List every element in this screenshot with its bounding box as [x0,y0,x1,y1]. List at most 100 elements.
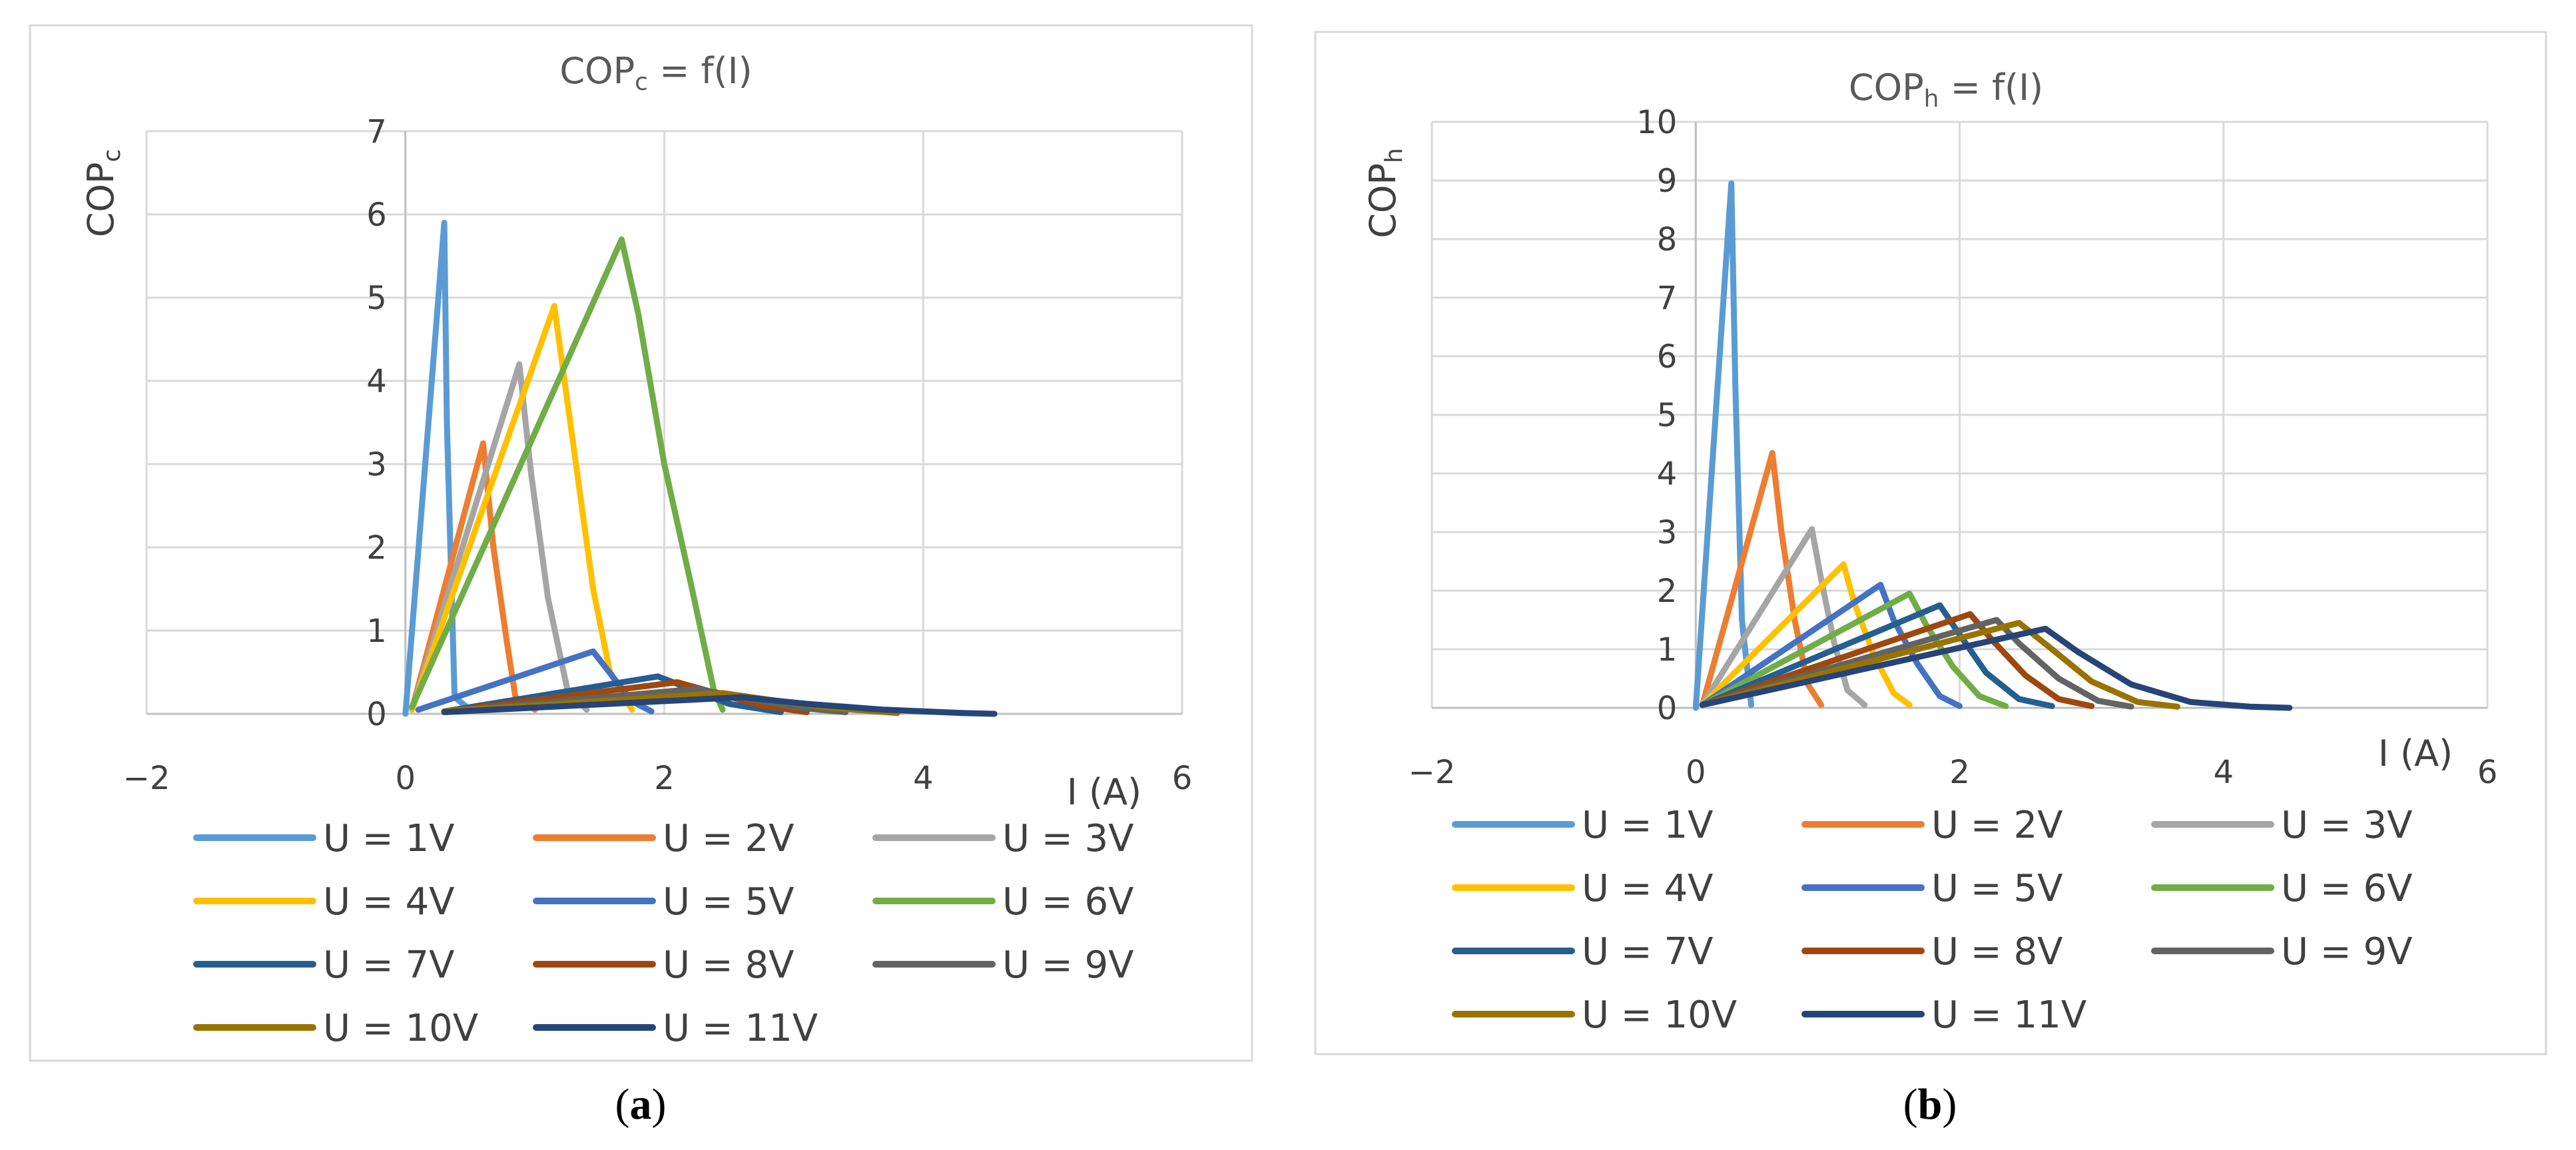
chart-b-legend-item-4: U = 4V [1452,867,1713,910]
chart-a-ytick-7: 7 [366,113,387,150]
chart-a-ylabel-sub: c [99,149,126,162]
chart-b-legend-item-9: U = 9V [2151,930,2412,974]
chart-b-y-tick-labels: 0 1 2 3 4 5 6 7 8 9 10 [1636,104,1677,727]
chart-a-y-tick-labels: 0 1 2 3 4 5 6 7 [366,113,387,733]
chart-b-legend-item-6: U = 6V [2151,867,2412,910]
chart-a-ytick-4: 4 [366,363,387,400]
chart-a-ytick-3: 3 [366,446,387,483]
chart-b-ylabel-main: COP [1362,163,1404,238]
chart-b-legend-label-5: U = 5V [1931,867,2063,910]
chart-a-frame [29,24,1253,1062]
chart-b-ytick-4: 4 [1657,455,1678,493]
chart-a-legend-item-2: U = 2V [533,817,794,860]
chart-a-legend-item-9: U = 9V [872,944,1133,987]
chart-b-title: COPh = f(I) [1849,67,2043,113]
chart-a-legend-label-1: U = 1V [323,817,454,860]
chart-a-legend-item-5: U = 5V [533,880,794,924]
chart-b-legend-label-10: U = 10V [1582,994,1737,1037]
chart-a-ylabel-main: COP [80,162,122,238]
chart-b-panel-letter: b [1918,1080,1943,1129]
chart-b-legend-label-6: U = 6V [2281,867,2412,910]
chart-a-legend-label-3: U = 3V [1002,817,1133,860]
chart-b-legend-item-11: U = 11V [1801,994,2087,1037]
chart-a-legend-label-11: U = 11V [663,1007,818,1050]
chart-a-legend-item-3: U = 3V [872,817,1133,860]
chart-b-x-tick-labels: −2 0 2 4 6 [1409,754,2498,791]
chart-b-legend-label-2: U = 2V [1931,804,2063,847]
chart-a-legend-item-8: U = 8V [533,944,794,987]
chart-b-panel-label: (b) [1903,1080,1957,1129]
chart-b-ylabel: COPh [1362,148,1408,238]
chart-a-legend-item-11: U = 11V [533,1007,818,1050]
chart-b-title-main: COP [1849,67,1924,109]
chart-a-title-tail: = f(I) [648,50,753,92]
chart-a-series-11-line [441,694,998,717]
chart-b-ytick-1: 1 [1657,631,1678,669]
chart-b-legend-label-11: U = 11V [1931,994,2087,1037]
chart-a-xtick-0: −2 [123,760,170,797]
chart-b-legend-label-3: U = 3V [2281,804,2412,847]
chart-b-xtick-4: 6 [2477,754,2498,791]
chart-a-title-sub: c [635,69,648,96]
chart-a-title-main: COP [559,50,635,92]
chart-a-legend-label-2: U = 2V [663,817,794,860]
chart-b-legend-label-7: U = 7V [1582,930,1713,974]
chart-b-series-1-line [1692,180,1754,711]
chart-a-legend-item-1: U = 1V [193,817,454,860]
chart-a-legend-item-4: U = 4V [193,880,454,924]
chart-b-legend-item-8: U = 8V [1801,930,2063,974]
chart-a-xtick-3: 4 [913,760,934,797]
chart-b-series-4-line [1699,561,1913,709]
chart-b-ytick-5: 5 [1657,397,1678,434]
chart-a-legend: U = 1V U = 2V U = 3V U = 4V U = 5V U = 6V U = … [193,817,1133,1050]
chart-b-ytick-10: 10 [1636,104,1677,141]
chart-b-gridlines [1431,121,2489,709]
chart-b-xlabel: I (A) [2378,732,2453,774]
chart-b-legend-item-10: U = 10V [1452,994,1737,1037]
chart-b-xtick-3: 4 [2213,754,2234,791]
chart-b-legend-item-5: U = 5V [1801,867,2063,910]
chart-b-legend: U = 1V U = 2V U = 3V U = 4V U = 5V U = 6V U = … [1452,804,2412,1037]
chart-a-xtick-2: 2 [654,760,675,797]
chart-b-ylabel-sub: h [1381,148,1408,163]
chart-b-ytick-8: 8 [1657,221,1678,258]
chart-a-x-tick-labels: −2 0 2 4 6 [123,760,1193,797]
chart-b-legend-label-4: U = 4V [1582,867,1713,910]
chart-a-legend-label-5: U = 5V [663,880,794,924]
chart-a-legend-label-7: U = 7V [323,944,454,987]
chart-b-series-3-line [1699,526,1868,709]
chart-b-xtick-2: 2 [1949,754,1970,791]
chart-a-legend-label-9: U = 9V [1002,944,1133,987]
chart-b-series-9-line [1699,617,2134,710]
chart-a-xlabel: I (A) [1067,771,1141,813]
chart-b-title-tail: = f(I) [1939,67,2043,109]
chart-a-series-1-line [402,220,474,717]
chart-a-title: COPc = f(I) [559,50,752,96]
chart-a-ytick-0: 0 [366,696,387,733]
chart-a-legend-label-10: U = 10V [323,1007,478,1050]
chart-b-ytick-6: 6 [1657,338,1678,376]
chart-a-legend-item-7: U = 7V [193,944,454,987]
chart-a-series [402,220,998,717]
chart-b-title-sub: h [1924,85,1939,113]
chart-a-legend-item-6: U = 6V [872,880,1133,924]
chart-b-legend-label-9: U = 9V [2281,930,2412,974]
chart-b-ytick-7: 7 [1657,280,1678,317]
chart-a-xtick-1: 0 [395,760,416,797]
chart-a-ytick-2: 2 [366,529,387,567]
chart-b-series [1692,180,2293,711]
chart-a-legend-label-6: U = 6V [1002,880,1133,924]
chart-b-series-11-line [1699,625,2293,711]
chart-a-legend-item-10: U = 10V [193,1007,478,1050]
chart-b-legend-label-1: U = 1V [1582,804,1713,847]
chart-b-series-8-line [1699,611,2095,709]
chart-b-series-2-line [1699,449,1824,709]
chart-b-legend-item-3: U = 3V [2151,804,2412,847]
chart-a-legend-label-4: U = 4V [323,880,454,924]
chart-b-xtick-1: 0 [1686,754,1706,791]
chart-b-series-10-line [1699,619,2180,710]
chart-b-ytick-3: 3 [1657,514,1678,551]
